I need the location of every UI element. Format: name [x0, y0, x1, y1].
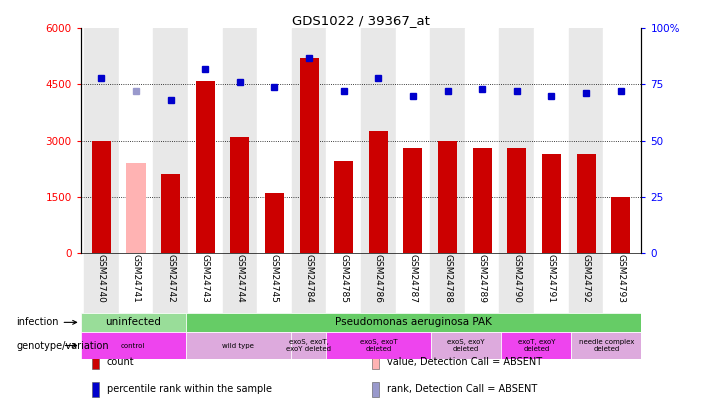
Bar: [81, 332, 186, 359]
Bar: [369, 131, 388, 253]
Text: GSM24742: GSM24742: [166, 254, 175, 303]
Bar: [534, 253, 569, 313]
Text: GSM24786: GSM24786: [374, 254, 383, 303]
Bar: [472, 148, 491, 253]
Text: GSM24784: GSM24784: [305, 254, 313, 303]
Bar: [465, 28, 500, 253]
Text: value, Detection Call = ABSENT: value, Detection Call = ABSENT: [388, 357, 543, 367]
Bar: [161, 174, 180, 253]
Text: percentile rank within the sample: percentile rank within the sample: [107, 384, 272, 394]
Bar: [438, 141, 457, 253]
Text: Pseudomonas aeruginosa PAK: Pseudomonas aeruginosa PAK: [335, 318, 492, 327]
Text: genotype/variation: genotype/variation: [16, 341, 109, 350]
Bar: [291, 332, 326, 359]
Text: GSM24744: GSM24744: [236, 254, 245, 303]
Text: GSM24785: GSM24785: [339, 254, 348, 303]
Text: wild type: wild type: [222, 343, 254, 349]
Text: GSM24793: GSM24793: [616, 254, 625, 303]
Bar: [576, 154, 596, 253]
Bar: [611, 197, 630, 253]
Bar: [231, 137, 250, 253]
Bar: [257, 253, 292, 313]
Bar: [500, 28, 534, 253]
Bar: [126, 163, 146, 253]
Bar: [154, 28, 188, 253]
Bar: [431, 332, 501, 359]
Text: GSM24791: GSM24791: [547, 254, 556, 303]
Text: exoT, exoY
deleted: exoT, exoY deleted: [517, 339, 555, 352]
Bar: [372, 382, 379, 397]
Bar: [501, 332, 571, 359]
Bar: [500, 253, 534, 313]
Bar: [118, 28, 154, 253]
Bar: [327, 28, 361, 253]
Bar: [569, 253, 604, 313]
Text: GSM24740: GSM24740: [97, 254, 106, 303]
Text: GSM24792: GSM24792: [582, 254, 590, 303]
Text: infection: infection: [16, 318, 76, 327]
Bar: [542, 154, 561, 253]
Bar: [299, 58, 319, 253]
Bar: [403, 148, 423, 253]
Bar: [534, 28, 569, 253]
Bar: [257, 28, 292, 253]
Bar: [84, 253, 118, 313]
Bar: [84, 28, 118, 253]
Text: GSM24741: GSM24741: [132, 254, 140, 303]
Bar: [465, 253, 500, 313]
Text: GSM24787: GSM24787: [409, 254, 417, 303]
Bar: [430, 253, 465, 313]
Text: control: control: [121, 343, 145, 349]
Bar: [292, 28, 327, 253]
Bar: [154, 253, 188, 313]
Text: GSM24743: GSM24743: [200, 254, 210, 303]
Bar: [571, 332, 641, 359]
Bar: [334, 161, 353, 253]
Bar: [395, 253, 430, 313]
Bar: [186, 332, 291, 359]
Bar: [372, 355, 379, 369]
Text: GSM24790: GSM24790: [512, 254, 522, 303]
Text: GSM24788: GSM24788: [443, 254, 452, 303]
Bar: [188, 253, 222, 313]
Bar: [92, 141, 111, 253]
Text: exoS, exoT,
exoY deleted: exoS, exoT, exoY deleted: [286, 339, 331, 352]
Bar: [604, 28, 638, 253]
Bar: [292, 253, 327, 313]
Bar: [92, 382, 99, 397]
Bar: [430, 28, 465, 253]
Text: exoS, exoY
deleted: exoS, exoY deleted: [447, 339, 485, 352]
Bar: [508, 148, 526, 253]
Text: needle complex
deleted: needle complex deleted: [579, 339, 634, 352]
Bar: [196, 81, 215, 253]
Bar: [361, 253, 395, 313]
Bar: [118, 253, 154, 313]
Bar: [569, 28, 604, 253]
Bar: [81, 313, 186, 332]
Text: rank, Detection Call = ABSENT: rank, Detection Call = ABSENT: [388, 384, 538, 394]
Text: exoS, exoT
deleted: exoS, exoT deleted: [360, 339, 397, 352]
Title: GDS1022 / 39367_at: GDS1022 / 39367_at: [292, 14, 430, 27]
Bar: [222, 253, 257, 313]
Bar: [395, 28, 430, 253]
Bar: [326, 332, 431, 359]
Bar: [265, 193, 284, 253]
Text: GSM24789: GSM24789: [477, 254, 486, 303]
Bar: [361, 28, 395, 253]
Text: count: count: [107, 357, 135, 367]
Bar: [327, 253, 361, 313]
Bar: [188, 28, 222, 253]
Bar: [186, 313, 641, 332]
Bar: [92, 355, 99, 369]
Bar: [604, 253, 638, 313]
Bar: [222, 28, 257, 253]
Text: GSM24745: GSM24745: [270, 254, 279, 303]
Text: uninfected: uninfected: [105, 318, 161, 327]
